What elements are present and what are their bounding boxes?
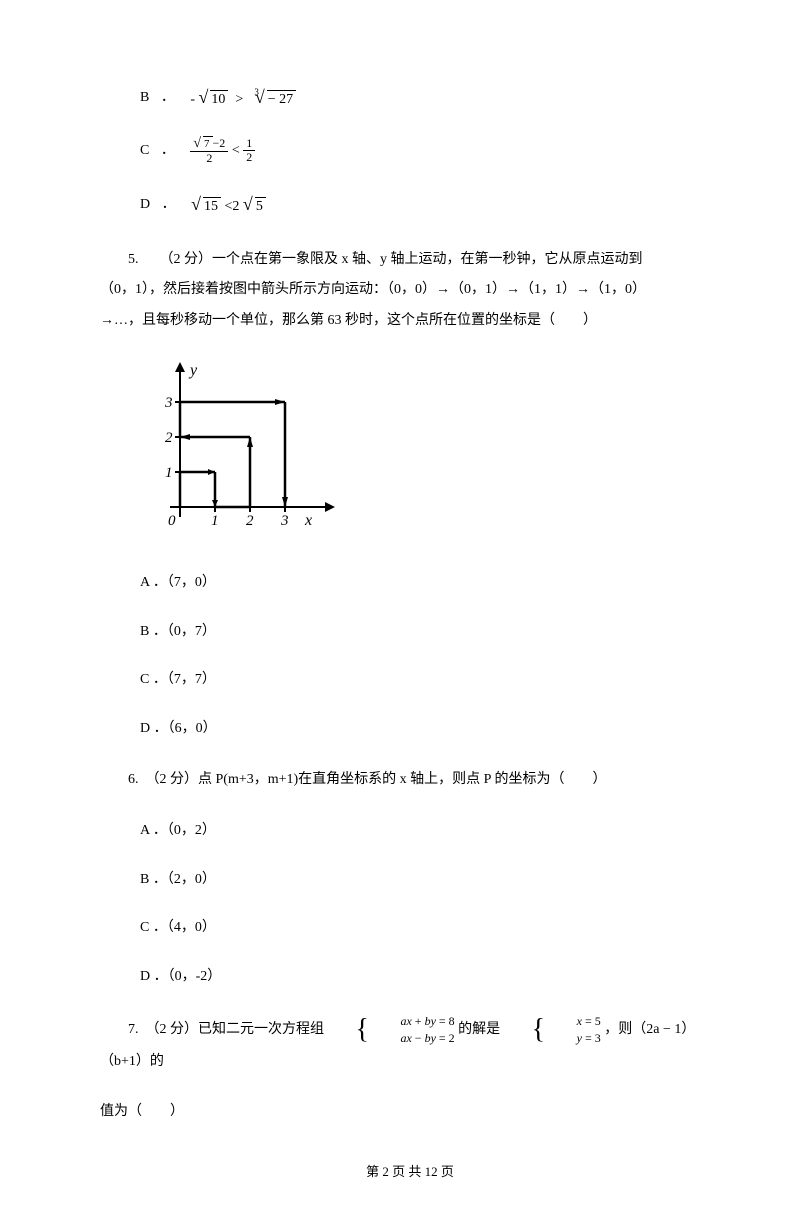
question-7: 7. （2 分）已知二元一次方程组 { ax + by = 8 ax − by …: [100, 1013, 720, 1077]
question-6: 6. （2 分）点 P(m+3，m+1)在直角坐标系的 x 轴上，则点 P 的坐…: [100, 765, 720, 796]
q5-option-c: C ．（7，7）: [140, 665, 720, 696]
formula-c: √7−2 2 < 1 2: [190, 136, 255, 167]
q5-text-line1: 5. （2 分）一个点在第一象限及 x 轴、y 轴上运动，在第一秒钟，它从原点运…: [100, 245, 720, 276]
q6-option-b: B ．（2，0）: [140, 865, 720, 896]
brace-icon: {: [504, 1023, 545, 1037]
option-b: B ． - √10 > 3√− 27: [140, 78, 720, 118]
svg-text:x: x: [304, 512, 312, 529]
option-d: D ． √15 <2 √5: [140, 185, 720, 225]
svg-text:y: y: [188, 362, 198, 379]
q7-equations: ax + by = 8 ax − by = 2: [372, 1013, 454, 1047]
q5-option-b: B ．（0，7）: [140, 617, 720, 648]
option-c: C ． √7−2 2 < 1 2: [140, 136, 720, 167]
svg-text:1: 1: [211, 513, 219, 529]
coordinate-diagram: 0 1 2 3 1 2 3 x y: [140, 357, 350, 537]
formula-b: - √10 > 3√− 27: [190, 78, 296, 118]
formula-d: √15 <2 √5: [191, 185, 266, 225]
option-label: C ．: [140, 143, 179, 158]
q6-option-d: D ．（0，-2）: [140, 962, 720, 993]
svg-text:3: 3: [280, 513, 289, 529]
q7-mid: 的解是: [458, 1022, 504, 1037]
q5-option-a: A ．（7，0）: [140, 568, 720, 599]
svg-text:2: 2: [165, 430, 173, 446]
svg-text:2: 2: [246, 513, 254, 529]
option-label: D ．: [140, 197, 180, 212]
q7-solution: x = 5 y = 3: [549, 1013, 601, 1047]
option-label: B ．: [140, 90, 179, 105]
svg-text:0: 0: [168, 513, 176, 529]
q7-line2: 值为（ ）: [100, 1097, 720, 1128]
svg-text:1: 1: [165, 465, 173, 481]
q7-prefix: 7. （2 分）已知二元一次方程组: [128, 1022, 328, 1037]
brace-icon: {: [328, 1023, 369, 1037]
page-content: B ． - √10 > 3√− 27 C ． √7−2 2 < 1 2 D ． …: [0, 0, 800, 1227]
q5-option-d: D ．（6，0）: [140, 714, 720, 745]
svg-text:3: 3: [164, 395, 173, 411]
q6-option-c: C ．（4，0）: [140, 913, 720, 944]
q5-diagram: 0 1 2 3 1 2 3 x y: [140, 357, 720, 550]
q5-text-line2: （0，1），然后接着按图中箭头所示方向运动：（0，0）→（0，1）→（1，1）→…: [100, 275, 720, 306]
page-footer: 第 2 页 共 12 页: [100, 1158, 720, 1187]
q5-text-line3: →…，且每秒移动一个单位，那么第 63 秒时，这个点所在位置的坐标是（ ）: [100, 306, 720, 337]
question-5: 5. （2 分）一个点在第一象限及 x 轴、y 轴上运动，在第一秒钟，它从原点运…: [100, 245, 720, 337]
q6-option-a: A ．（0，2）: [140, 816, 720, 847]
